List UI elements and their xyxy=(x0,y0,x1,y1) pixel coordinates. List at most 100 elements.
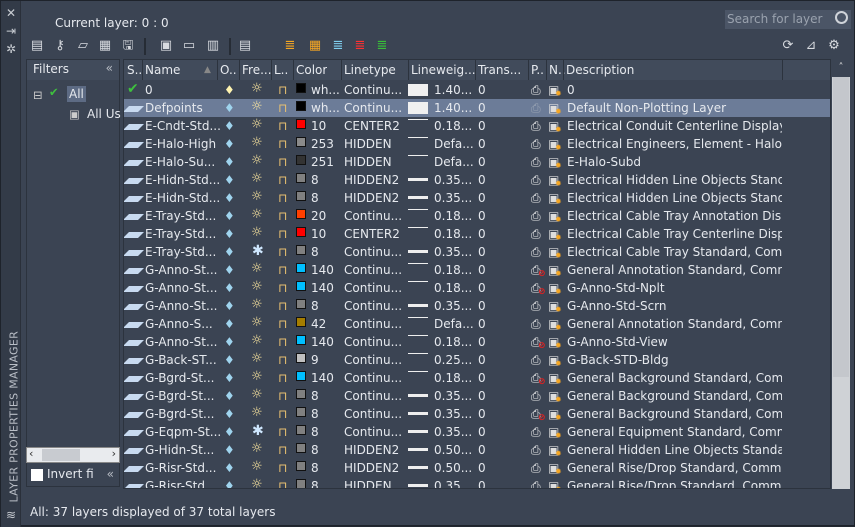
invert-filter-checkbox[interactable] xyxy=(31,469,43,481)
layer-name[interactable]: G-Anno-St... xyxy=(145,281,218,295)
color-swatch[interactable] xyxy=(296,119,306,129)
layer-row[interactable]: G-Eqpm-St... ♦ ✱ ⊓ 8 Continu... 0.35... 0 ⎙ ▣ ✹ Gen… xyxy=(124,423,830,441)
lineweight[interactable]: 1.40... xyxy=(434,101,473,115)
linetype[interactable]: HIDDEN2 xyxy=(344,461,400,475)
new-vp-freeze-icon[interactable]: ▣✹ xyxy=(548,137,562,152)
search-input[interactable]: Search for layer xyxy=(725,10,851,29)
transparency[interactable]: 0 xyxy=(478,83,486,97)
transparency[interactable]: 0 xyxy=(478,173,486,187)
unlocked-padlock-icon[interactable]: ⊓ xyxy=(278,155,288,169)
frozen-snowflake-icon[interactable]: ✱ xyxy=(252,243,264,259)
plot-printer-icon[interactable]: ⎙ xyxy=(531,119,541,133)
on-bulb-icon[interactable]: ♦ xyxy=(224,317,235,331)
plot-printer-icon[interactable]: ⎙ xyxy=(531,191,541,205)
on-bulb-icon[interactable]: ♦ xyxy=(224,389,235,403)
lineweight[interactable]: 0.18... xyxy=(434,371,473,385)
scroll-up-icon[interactable]: ˄ xyxy=(832,59,850,77)
plot-printer-icon[interactable]: ⎙ xyxy=(531,389,541,403)
transparency[interactable]: 0 xyxy=(478,227,486,241)
thawed-sun-icon[interactable]: ☼ xyxy=(251,81,263,96)
column-header-freeze[interactable]: Fre... xyxy=(242,63,272,77)
layer-row[interactable]: G-Risr-Std ♦ ☼ ⊓ 8 HIDDEN 0.35... 0 ⎙ ▣✹ General R… xyxy=(124,477,830,489)
color-name[interactable]: wh... xyxy=(311,101,340,115)
layer-row[interactable]: G-Anno-S... ♦ ☼ ⊓ 42 Continu... Defa... 0 ⎙ ▣ ✹ Gen… xyxy=(124,315,830,333)
no-plot-printer-icon[interactable]: ⎙ ⊘ xyxy=(531,263,546,279)
linetype[interactable]: Continu... xyxy=(344,407,403,421)
color-name[interactable]: 8 xyxy=(311,461,319,475)
unlocked-padlock-icon[interactable]: ⊓ xyxy=(278,173,288,187)
transparency[interactable]: 0 xyxy=(478,119,486,133)
color-name[interactable]: 8 xyxy=(311,407,319,421)
unlocked-padlock-icon[interactable]: ⊓ xyxy=(278,353,288,367)
on-bulb-icon[interactable]: ♦ xyxy=(224,461,235,475)
lineweight[interactable]: 0.35... xyxy=(434,479,473,489)
layer-description[interactable]: Electrical Cable Tray Standard, Comm... xyxy=(567,245,782,259)
color-name[interactable]: 8 xyxy=(311,425,319,439)
thawed-sun-icon[interactable]: ☼ xyxy=(251,225,263,240)
color-name[interactable]: 8 xyxy=(311,389,319,403)
layer-row[interactable]: E-Hidn-Std... ♦ ☼ ⊓ 8 HIDDEN2 0.35... 0 ⎙ ▣ ✹ Elect… xyxy=(124,189,830,207)
lineweight[interactable]: 1.40... xyxy=(434,83,473,97)
filter-icon[interactable]: ▥ xyxy=(206,38,220,53)
layer-description[interactable]: General Rise/Drop Standard, Common xyxy=(567,479,782,489)
color-swatch[interactable] xyxy=(296,281,306,291)
new-vp-freeze-icon[interactable]: ▣✹ xyxy=(548,407,562,422)
layer-description[interactable]: G-Anno-Std-View xyxy=(567,335,668,349)
close-icon[interactable]: ✕ xyxy=(5,6,17,20)
on-bulb-icon[interactable]: ♦ xyxy=(224,335,235,349)
refresh-icon[interactable]: ⟳ xyxy=(782,38,794,53)
unlocked-padlock-icon[interactable]: ⊓ xyxy=(278,83,288,97)
layer-description[interactable]: General Hidden Line Objects Standar... xyxy=(567,443,782,457)
unlocked-padlock-icon[interactable]: ⊓ xyxy=(278,461,288,475)
new-vp-freeze-icon[interactable]: ▣✹ xyxy=(548,353,562,368)
unlocked-padlock-icon[interactable]: ⊓ xyxy=(278,407,288,421)
on-bulb-icon[interactable]: ♦ xyxy=(224,263,235,277)
new-vp-freeze-icon[interactable]: ▣✹ xyxy=(548,191,562,206)
current-layer-check-icon[interactable]: ✔ xyxy=(127,81,139,97)
layer-row[interactable]: E-Tray-Std... ♦ ☼ ⊓ 10 CENTER2 0.18... 0 ⎙ ▣ ✹ Elec… xyxy=(124,225,830,243)
thawed-sun-icon[interactable]: ☼ xyxy=(251,477,263,489)
linetype[interactable]: Continu... xyxy=(344,335,403,349)
thawed-sun-icon[interactable]: ☼ xyxy=(251,279,263,294)
settings-gear-icon[interactable]: ⚙ xyxy=(828,38,840,53)
color-swatch[interactable] xyxy=(296,83,306,93)
layer-name[interactable]: G-Anno-St... xyxy=(145,335,218,349)
layer-name[interactable]: E-Hidn-Std... xyxy=(145,173,221,187)
unlocked-padlock-icon[interactable]: ⊓ xyxy=(278,371,288,385)
lineweight[interactable]: 0.35... xyxy=(434,173,473,187)
lineweight[interactable]: 0.18... xyxy=(434,263,473,277)
transparency[interactable]: 0 xyxy=(478,137,486,151)
linetype[interactable]: HIDDEN xyxy=(344,479,392,489)
on-bulb-icon[interactable]: ♦ xyxy=(224,209,235,223)
color-name[interactable]: 9 xyxy=(311,353,319,367)
transparency[interactable]: 0 xyxy=(478,425,486,439)
transparency[interactable]: 0 xyxy=(478,371,486,385)
color-swatch[interactable] xyxy=(296,317,306,327)
layer-row[interactable]: G-Bgrd-St... ♦ ☼ ⊓ 140 Continu... 0.18... 0 ⎙ ⊘ ▣ ✹… xyxy=(124,369,830,387)
layer-description[interactable]: Electrical Cable Tray Centerline Displa.… xyxy=(567,227,782,241)
plot-printer-icon[interactable]: ⎙ xyxy=(531,461,541,475)
new-vp-freeze-icon[interactable]: ▣✹ xyxy=(548,371,562,386)
layer-name[interactable]: G-Eqpm-St... xyxy=(145,425,222,439)
layer-name[interactable]: E-Hidn-Std... xyxy=(145,191,221,205)
layer-description[interactable]: General Background Standard, Com... xyxy=(567,407,782,421)
color-swatch[interactable] xyxy=(296,461,306,471)
color-swatch[interactable] xyxy=(296,227,306,237)
column-header-plot[interactable]: P.. xyxy=(531,63,544,77)
layer-description[interactable]: Electrical Engineers, Element - Halo,... xyxy=(567,137,782,151)
layer-description[interactable]: General Equipment Standard, Comm... xyxy=(567,425,782,439)
layer-name[interactable]: G-Risr-Std... xyxy=(145,461,217,475)
transparency[interactable]: 0 xyxy=(478,263,486,277)
unlocked-padlock-icon[interactable]: ⊓ xyxy=(278,299,288,313)
layer-row[interactable]: Defpoints ♦ ☼ ⊓ wh... Continu... 1.40... 0 ⎙ ▣ ✹ De… xyxy=(124,99,830,117)
color-name[interactable]: 10 xyxy=(311,227,327,241)
on-bulb-icon[interactable]: ♦ xyxy=(224,191,235,205)
set-current-icon[interactable]: ≣ xyxy=(376,38,388,53)
color-name[interactable]: 140 xyxy=(311,263,334,277)
color-name[interactable]: 8 xyxy=(311,245,319,259)
new-vp-freeze-icon[interactable]: ▣✹ xyxy=(548,299,562,314)
on-bulb-icon[interactable]: ♦ xyxy=(224,353,235,367)
thawed-sun-icon[interactable]: ☼ xyxy=(251,171,263,186)
color-name[interactable]: 8 xyxy=(311,299,319,313)
unlocked-padlock-icon[interactable]: ⊓ xyxy=(278,389,288,403)
